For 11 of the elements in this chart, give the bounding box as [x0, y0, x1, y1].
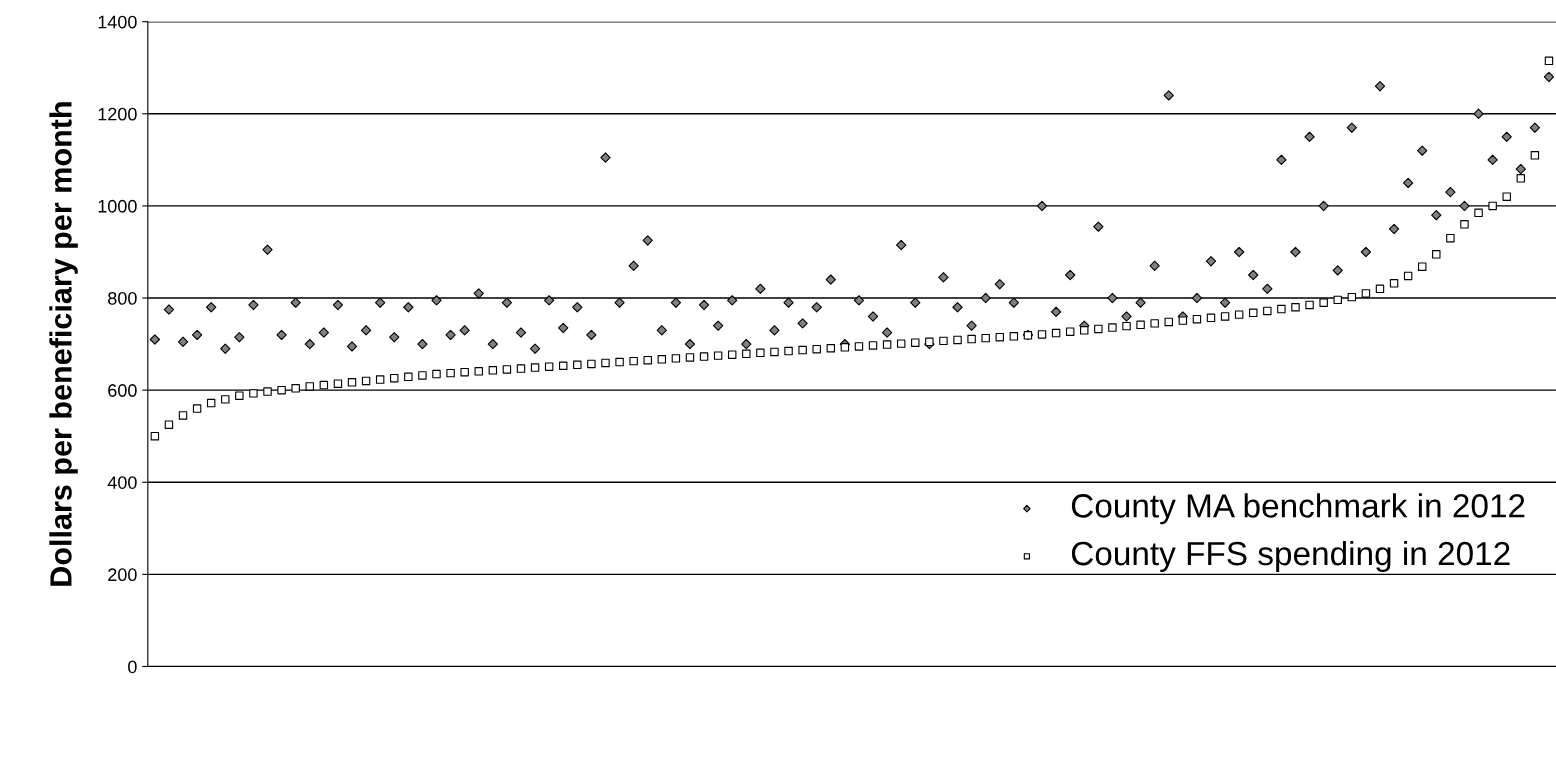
y-tick-label: 200	[108, 568, 137, 582]
y-tick-label: 1200	[98, 107, 137, 121]
y-tick-label: 0	[128, 660, 137, 674]
legend-label: County MA benchmark in 2012	[1071, 493, 1525, 525]
y-tick-label: 600	[108, 384, 137, 397]
y-axis-title: Dollars per beneficiary per month	[49, 102, 78, 586]
y-tick-label: 1400	[98, 15, 137, 29]
y-tick-label: 400	[107, 476, 137, 489]
y-tick-label: 800	[108, 291, 137, 305]
legend-label: County FFS spending in 2012	[1071, 540, 1510, 573]
y-tick-label: 1000	[98, 199, 137, 213]
